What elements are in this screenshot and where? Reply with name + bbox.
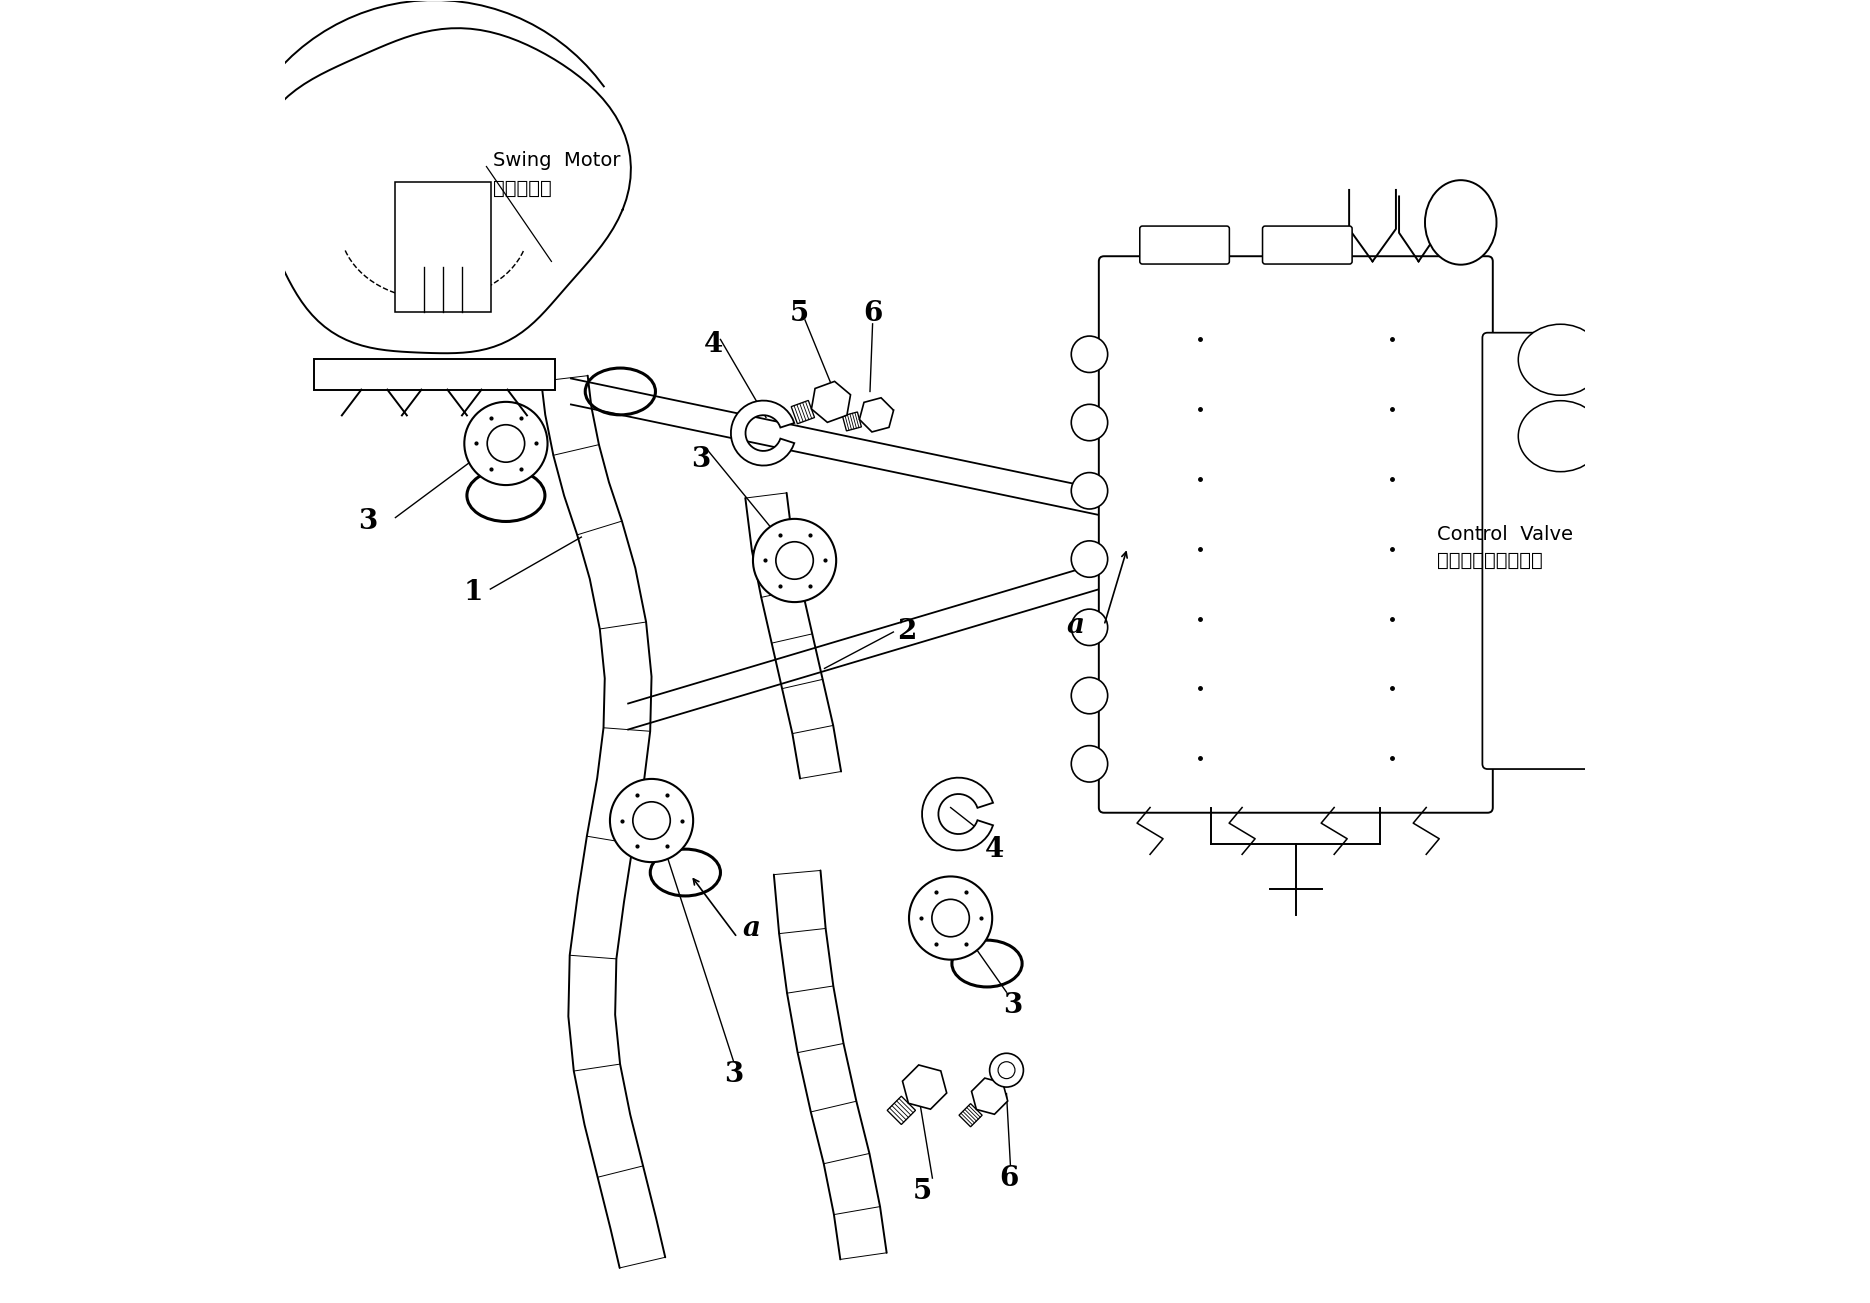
Polygon shape: [860, 397, 894, 431]
Ellipse shape: [1616, 576, 1666, 624]
Ellipse shape: [1518, 401, 1603, 472]
Polygon shape: [254, 29, 630, 353]
Text: 6: 6: [999, 1165, 1019, 1191]
FancyBboxPatch shape: [1141, 225, 1229, 265]
FancyBboxPatch shape: [395, 182, 492, 313]
Text: Swing  Motor: Swing Motor: [494, 151, 621, 169]
Ellipse shape: [1616, 489, 1666, 537]
FancyBboxPatch shape: [1262, 225, 1352, 265]
Ellipse shape: [1072, 678, 1107, 714]
Text: 4: 4: [705, 331, 724, 358]
Polygon shape: [886, 1096, 916, 1124]
Text: Control  Valve: Control Valve: [1436, 525, 1573, 543]
Text: 1: 1: [464, 580, 482, 606]
Circle shape: [909, 877, 993, 959]
Ellipse shape: [1072, 473, 1107, 509]
Text: a: a: [1066, 612, 1085, 638]
Polygon shape: [731, 400, 795, 465]
Text: 旋回モータ: 旋回モータ: [494, 179, 552, 198]
Ellipse shape: [1518, 324, 1603, 395]
Ellipse shape: [1616, 663, 1666, 711]
Ellipse shape: [1072, 336, 1107, 373]
Circle shape: [610, 779, 694, 863]
Text: 3: 3: [1004, 992, 1023, 1019]
Text: 3: 3: [359, 508, 378, 536]
Circle shape: [989, 1053, 1023, 1087]
Polygon shape: [812, 382, 851, 422]
Polygon shape: [922, 778, 993, 851]
Text: a: a: [742, 915, 761, 942]
Text: 5: 5: [791, 300, 810, 327]
Ellipse shape: [1072, 745, 1107, 782]
FancyBboxPatch shape: [314, 358, 555, 390]
Circle shape: [464, 401, 548, 485]
Text: 3: 3: [724, 1061, 742, 1088]
Polygon shape: [843, 412, 862, 431]
Polygon shape: [959, 1104, 982, 1127]
Text: コントロールバルブ: コントロールバルブ: [1436, 551, 1543, 569]
Ellipse shape: [1072, 541, 1107, 577]
Text: 5: 5: [913, 1178, 931, 1204]
Text: 3: 3: [692, 446, 711, 473]
Ellipse shape: [1072, 404, 1107, 440]
Text: 4: 4: [985, 835, 1004, 863]
Ellipse shape: [1425, 180, 1496, 265]
FancyBboxPatch shape: [1100, 257, 1492, 813]
Text: 6: 6: [862, 300, 883, 327]
Circle shape: [754, 519, 836, 602]
Ellipse shape: [1072, 609, 1107, 645]
Polygon shape: [903, 1065, 946, 1109]
Polygon shape: [791, 400, 815, 423]
Polygon shape: [972, 1078, 1008, 1114]
FancyBboxPatch shape: [1483, 332, 1638, 769]
Text: 2: 2: [898, 619, 916, 645]
